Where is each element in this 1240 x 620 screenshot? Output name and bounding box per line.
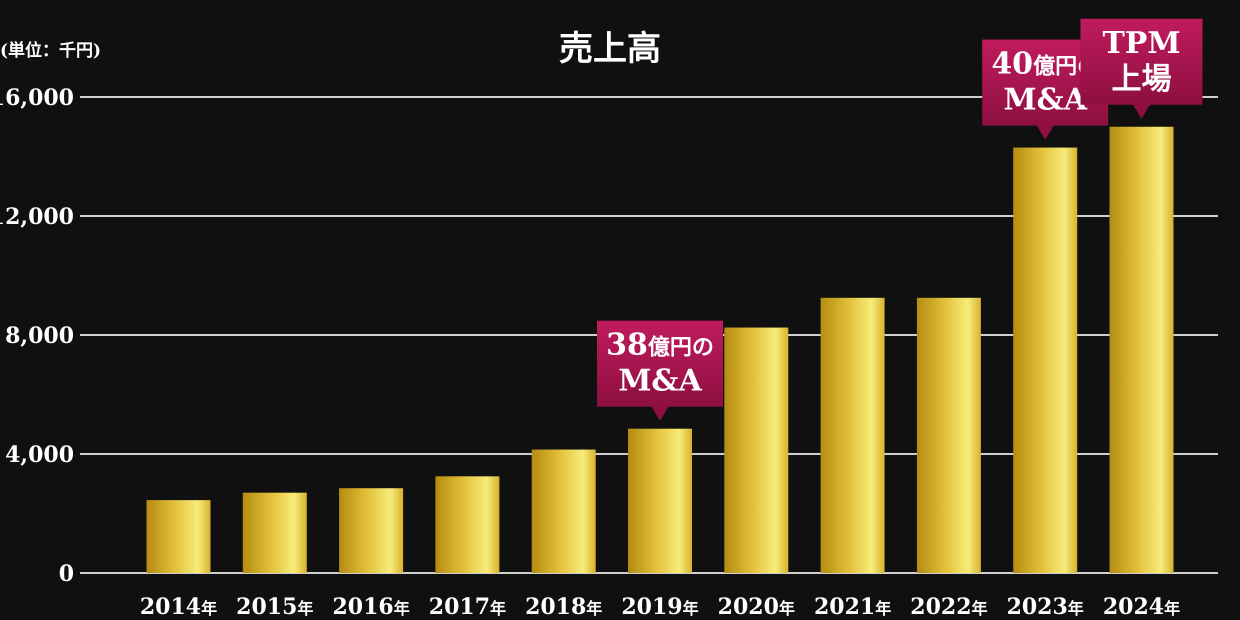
chart-title: 売上高 <box>559 29 661 69</box>
x-tick-label: 2018年 <box>525 594 602 620</box>
x-tick-label: 2019年 <box>621 594 698 620</box>
callout-pointer <box>651 405 669 421</box>
bar <box>435 476 500 573</box>
bar <box>628 428 692 573</box>
callout-pointer <box>1132 103 1151 119</box>
x-tick-label: 2021年 <box>814 594 891 620</box>
x-tick-label: 2023年 <box>1007 594 1084 620</box>
bar <box>916 297 981 573</box>
x-tick-label: 2020年 <box>718 594 795 620</box>
bar <box>1013 147 1078 573</box>
bar <box>531 449 596 573</box>
x-axis: 2014年 2015年 2016年 2017年 2018年 2019年 2020年 2021年… <box>140 594 1180 620</box>
x-tick-label: 2015年 <box>236 594 313 620</box>
callout-text: 上場 <box>1112 62 1172 97</box>
bar <box>242 492 307 573</box>
x-tick-label: 2022年 <box>910 594 987 620</box>
callout-text: M&A <box>1003 83 1087 118</box>
callout-box <box>1080 18 1203 105</box>
x-tick-label: 2024年 <box>1103 594 1180 620</box>
x-tick-label: 2016年 <box>332 594 409 620</box>
y-tick-label: 16,000 <box>0 85 74 111</box>
callout-box <box>597 320 723 407</box>
bar <box>1109 126 1174 573</box>
unit-label: (単位：千円) <box>0 40 101 61</box>
y-tick-label: 8,000 <box>5 323 74 349</box>
callout-text: M&A <box>618 364 702 399</box>
callout-text: TPM <box>1102 26 1180 61</box>
bars <box>146 126 1174 573</box>
bar <box>146 500 211 573</box>
bar <box>339 488 404 573</box>
bar <box>724 327 789 573</box>
y-axis: 0 4,000 8,000 12,000 16,000 <box>0 85 74 587</box>
callout-text: 38億円の <box>606 328 714 363</box>
bar <box>820 297 885 573</box>
y-tick-label: 12,000 <box>0 204 74 230</box>
callout-pointer <box>1036 124 1055 140</box>
x-tick-label: 2017年 <box>429 594 506 620</box>
y-tick-label: 4,000 <box>5 442 74 468</box>
x-tick-label: 2014年 <box>140 594 217 620</box>
y-tick-label: 0 <box>59 561 74 587</box>
